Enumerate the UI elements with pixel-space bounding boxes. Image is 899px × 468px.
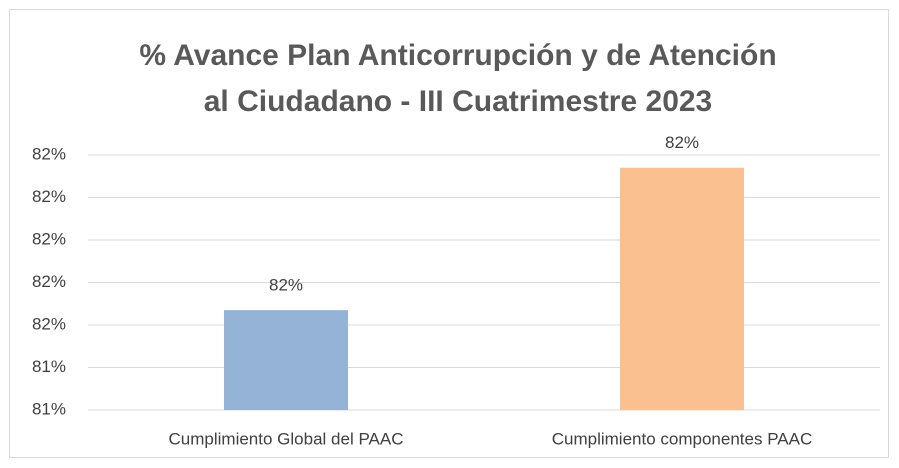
bar — [224, 310, 348, 410]
bar — [620, 167, 744, 410]
x-tick-label: Cumplimiento Global del PAAC — [169, 429, 404, 448]
y-tick-label: 81% — [32, 399, 66, 418]
chart-title: % Avance Plan Anticorrupción y de Atenci… — [139, 39, 776, 72]
y-tick-label: 82% — [32, 229, 66, 248]
y-tick-label: 82% — [32, 144, 66, 163]
data-label: 82% — [665, 133, 699, 152]
data-label: 82% — [269, 276, 303, 295]
y-tick-label: 82% — [32, 314, 66, 333]
chart-title: al Ciudadano - III Cuatrimestre 2023 — [204, 85, 713, 118]
x-tick-label: Cumplimiento componentes PAAC — [552, 429, 812, 448]
y-tick-label: 82% — [32, 187, 66, 206]
y-tick-label: 81% — [32, 357, 66, 376]
y-tick-label: 82% — [32, 272, 66, 291]
chart-border — [9, 9, 889, 458]
